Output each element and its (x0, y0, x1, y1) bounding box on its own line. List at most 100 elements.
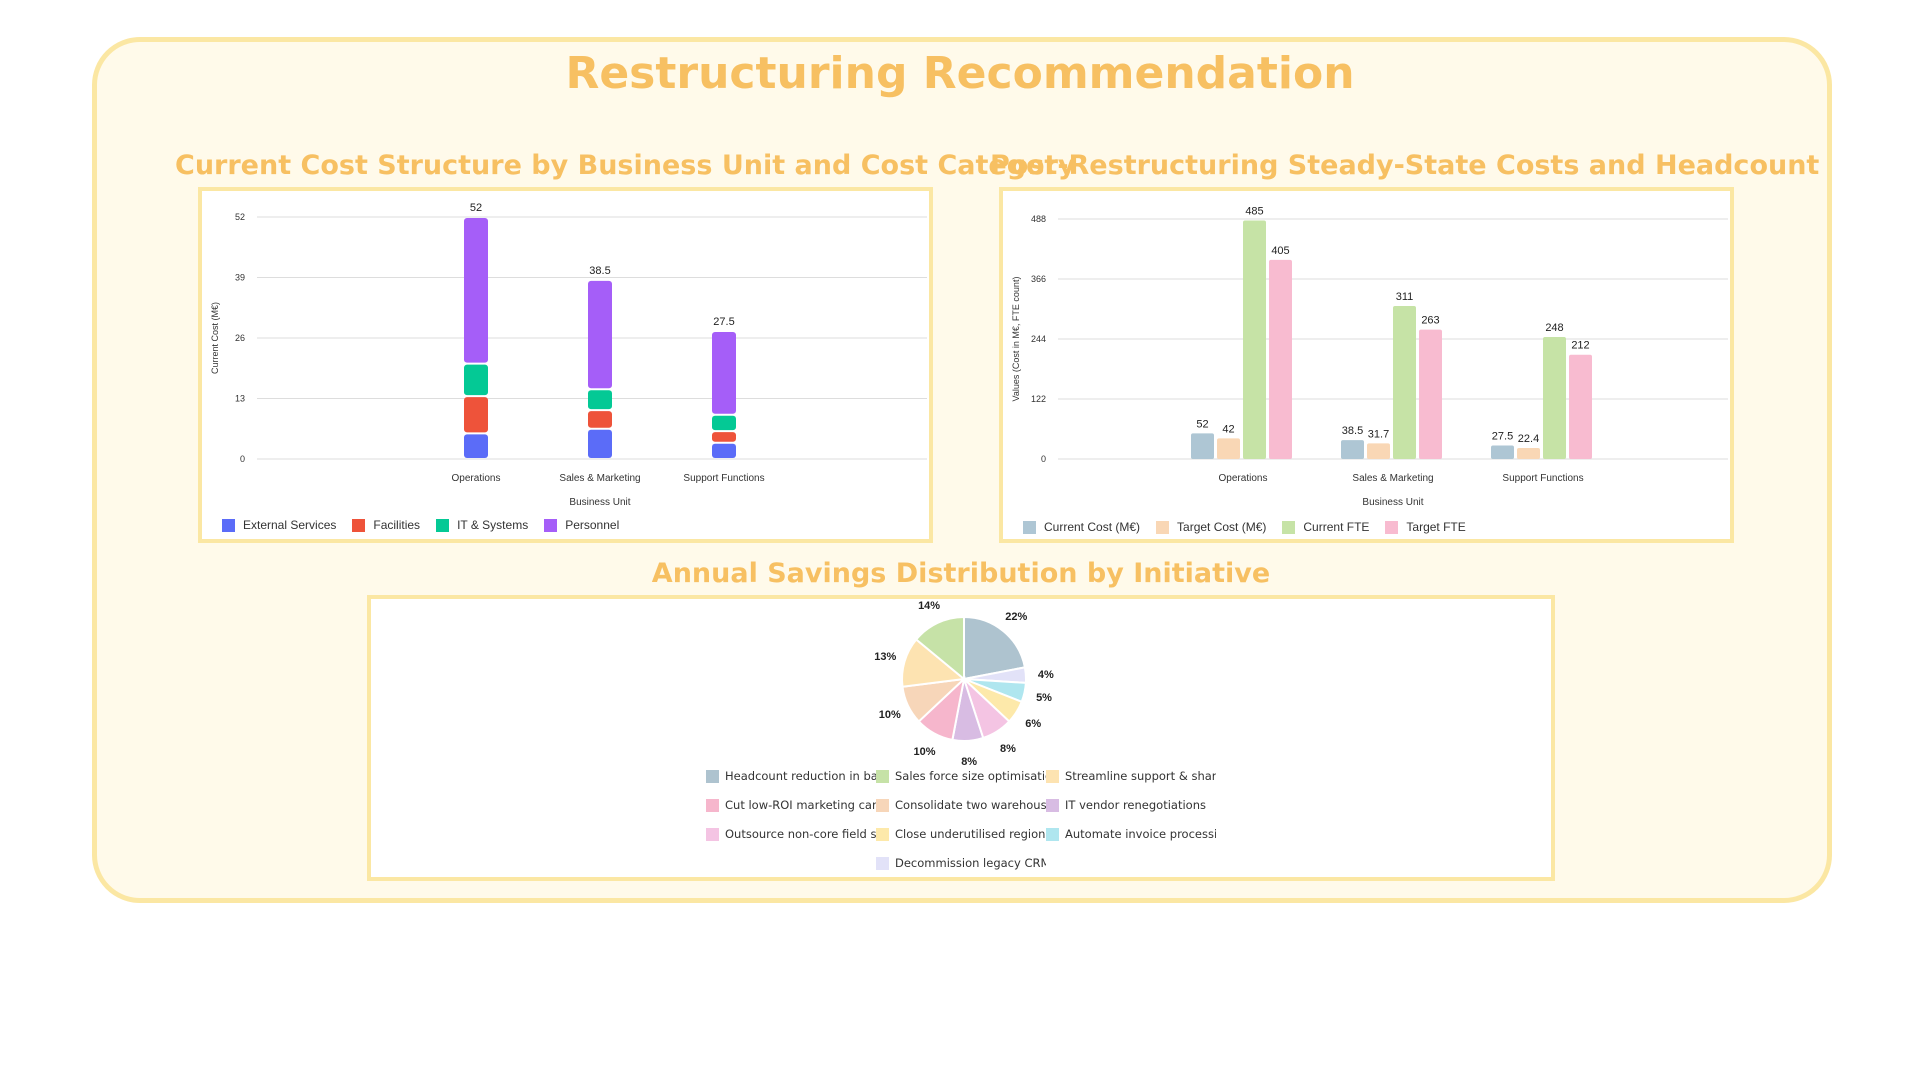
bar-total-label: 52 (470, 202, 482, 214)
bar (1243, 220, 1266, 459)
legend-label: Facilities (373, 518, 421, 532)
bar-segment (712, 443, 736, 458)
legend-item[interactable]: Decommission legacy CRM licenses (876, 856, 1046, 870)
legend-label: IT & Systems (457, 518, 529, 532)
x-tick-label: Operations (1219, 473, 1268, 484)
y-tick-label: 13 (235, 394, 245, 404)
y-tick-label: 0 (1041, 454, 1046, 464)
bar-segment (464, 397, 488, 433)
legend-swatch (876, 856, 889, 870)
bar-value-label: 31.7 (1368, 428, 1389, 440)
savings-pie-chart: 22% 4% 5% 6% 8% 8% 10% 10% 13% 14% Headcount redu… (367, 595, 1555, 881)
legend-item[interactable]: Outsource non-core field services (706, 827, 876, 841)
legend-label: Target FTE (1406, 520, 1466, 534)
pie-slice (963, 615, 1027, 681)
legend-swatch (1282, 520, 1296, 534)
legend-item[interactable]: Headcount reduction in back-office opera… (706, 769, 876, 783)
bar-segment (464, 364, 488, 396)
bar (1367, 443, 1390, 459)
legend-label: Outsource non-core field services (725, 827, 876, 841)
pie-slice-label: 8% (1000, 743, 1016, 755)
legend-item[interactable]: Sales force size optimisation (876, 769, 1046, 783)
legend-swatch (1046, 798, 1059, 812)
x-tick-label: Sales & Marketing (1352, 473, 1433, 484)
pie-slice-label: 5% (1036, 692, 1052, 704)
legend-item[interactable]: Personnel (544, 518, 619, 532)
pie-legend-row: Cut low-ROI marketing campaigns Consolida… (371, 798, 1551, 812)
x-tick-label: Operations (452, 473, 501, 484)
bar (1393, 306, 1416, 459)
bar-value-label: 405 (1271, 245, 1289, 257)
bar-value-label: 485 (1245, 205, 1263, 217)
legend-swatch (1023, 520, 1036, 534)
bar-value-label: 42 (1222, 423, 1234, 435)
legend-item[interactable]: Cut low-ROI marketing campaigns (706, 798, 876, 812)
bar-total-label: 27.5 (713, 316, 734, 328)
legend-label: External Services (243, 518, 337, 532)
page-title: Restructuring Recommendation (565, 48, 1355, 99)
y-tick-label: 488 (1031, 214, 1046, 224)
legend-swatch (876, 798, 889, 812)
bar (1269, 259, 1292, 459)
pie-legend-row: Decommission legacy CRM licenses (371, 856, 1551, 870)
legend-item[interactable]: Current Cost (M€) (1023, 520, 1140, 534)
legend-swatch (1046, 769, 1059, 783)
legend-label: Current Cost (M€) (1044, 520, 1141, 534)
legend-label: Consolidate two warehouses (895, 798, 1046, 812)
legend-item[interactable]: Streamline support & shared services (1046, 769, 1216, 783)
pie-legend-row: Headcount reduction in back-office opera… (371, 769, 1551, 783)
x-tick-label: Support Functions (683, 473, 764, 484)
legend-item[interactable]: IT vendor renegotiations (1046, 798, 1216, 812)
y-tick-label: 52 (235, 212, 245, 222)
bar (1191, 433, 1214, 459)
bar-total-label: 38.5 (589, 265, 610, 277)
bar-value-label: 22.4 (1518, 433, 1539, 445)
legend-item[interactable]: Automate invoice processing (1046, 827, 1216, 841)
bar-segment (588, 411, 612, 428)
bar-value-label: 248 (1545, 322, 1563, 334)
pie-slice-label: 10% (913, 746, 935, 758)
bar-value-label: 27.5 (1492, 430, 1513, 442)
legend-label: Streamline support & shared services (1065, 769, 1216, 783)
legend-swatch (706, 769, 719, 783)
pie-slice-label: 22% (1005, 611, 1027, 623)
bar (1341, 440, 1364, 459)
legend-item[interactable]: Facilities (352, 518, 420, 532)
post-restructuring-chart: 0 122 244 366 488 Operations Sales & Marketing… (999, 187, 1734, 543)
bar-segment (588, 429, 612, 458)
legend-item[interactable]: Close underutilised regional offices (876, 827, 1046, 841)
legend-swatch (1046, 827, 1059, 841)
legend-item[interactable]: External Services (222, 518, 336, 532)
legend-item[interactable]: Target FTE (1385, 520, 1466, 534)
legend-swatch (876, 769, 889, 783)
legend-label: Headcount reduction in back-office opera… (725, 769, 876, 783)
bar (1543, 337, 1566, 459)
bar-segment (464, 434, 488, 458)
legend-item[interactable]: Current FTE (1282, 520, 1369, 534)
legend-label: Automate invoice processing (1065, 827, 1216, 841)
legend-item[interactable]: Target Cost (M€) (1156, 520, 1266, 534)
legend-item[interactable]: IT & Systems (436, 518, 528, 532)
legend-swatch (1385, 520, 1399, 534)
legend-swatch (436, 518, 450, 532)
legend-item[interactable]: Consolidate two warehouses (876, 798, 1046, 812)
legend-swatch (544, 518, 558, 532)
legend-label: Close underutilised regional offices (895, 827, 1046, 841)
y-axis-label: Values (Cost in M€, FTE count) (1011, 277, 1021, 402)
bar-segment (588, 390, 612, 410)
pie-slice-label: 13% (874, 651, 896, 663)
legend-label: Personnel (565, 518, 620, 532)
legend-swatch (876, 827, 889, 841)
bar-segment (712, 415, 736, 431)
x-axis-label: Business Unit (1362, 497, 1423, 508)
legend-swatch (706, 827, 719, 841)
y-tick-label: 244 (1031, 334, 1046, 344)
pie-slice (914, 615, 965, 682)
y-tick-label: 39 (235, 273, 245, 283)
y-axis-label: Current Cost (M€) (210, 302, 220, 374)
bar-value-label: 311 (1396, 291, 1414, 303)
pie-slice-label: 4% (1038, 669, 1054, 681)
legend-label: Decommission legacy CRM licenses (895, 856, 1046, 870)
bar-value-label: 38.5 (1342, 425, 1363, 437)
pie-slice-label: 10% (879, 709, 901, 721)
